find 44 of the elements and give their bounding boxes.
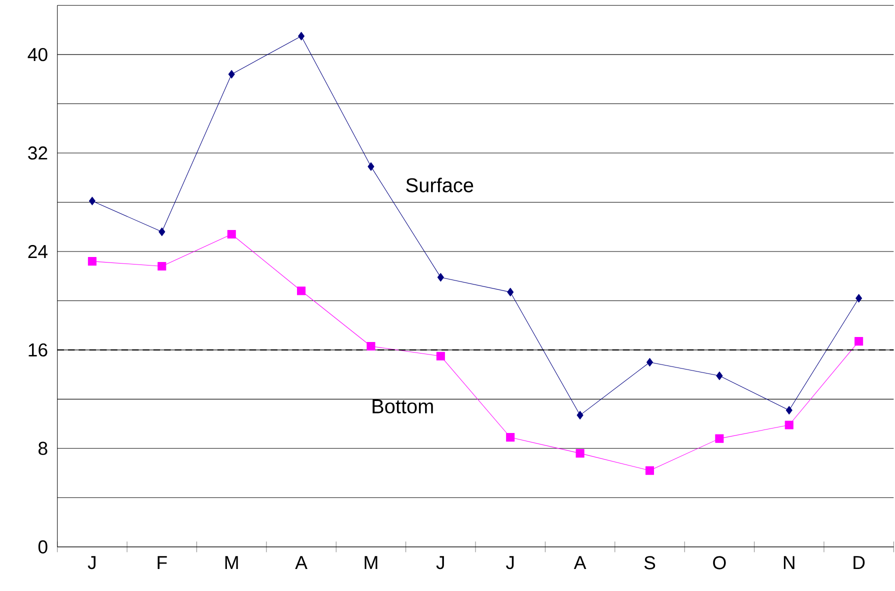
point (576, 449, 584, 458)
point (88, 196, 96, 206)
point (437, 273, 444, 282)
point (646, 358, 654, 367)
x-tick-label: N (784, 556, 794, 570)
x-tick-label: M (225, 556, 238, 570)
point (786, 406, 792, 415)
point (158, 228, 166, 236)
point (784, 420, 794, 430)
point (507, 288, 514, 296)
x-tick-label: J (436, 556, 444, 570)
x-tick-label: D (854, 556, 865, 570)
y-tick-label: 0 (38, 540, 48, 554)
x-tick-label: O (713, 556, 726, 570)
point (506, 433, 515, 442)
point (158, 262, 166, 271)
point (856, 294, 862, 303)
x-tick-label: A (295, 556, 308, 570)
y-tick-label: 16 (28, 343, 48, 357)
point (645, 466, 654, 475)
point (88, 257, 96, 266)
series-label: Surface (406, 178, 474, 192)
y-tick-label: 8 (38, 442, 48, 456)
x-tick-label: M (364, 556, 378, 570)
point (227, 230, 236, 239)
point (366, 342, 376, 351)
point (715, 434, 724, 443)
x-tick-label: J (506, 556, 514, 570)
point (297, 286, 306, 296)
point (576, 410, 584, 420)
point (436, 352, 445, 360)
y-tick-label: 40 (28, 48, 48, 62)
point (228, 70, 235, 79)
x-tick-label: J (88, 556, 96, 570)
point (854, 337, 864, 346)
x-tick-label: S (644, 556, 656, 570)
y-tick-label: 32 (28, 146, 48, 160)
x-tick-label: A (574, 556, 586, 570)
series-label: Bottom (372, 400, 433, 414)
point (368, 162, 374, 171)
x-tick-label: F (158, 556, 167, 570)
point (298, 32, 305, 40)
point (716, 372, 723, 380)
y-tick-label: 24 (28, 245, 48, 258)
